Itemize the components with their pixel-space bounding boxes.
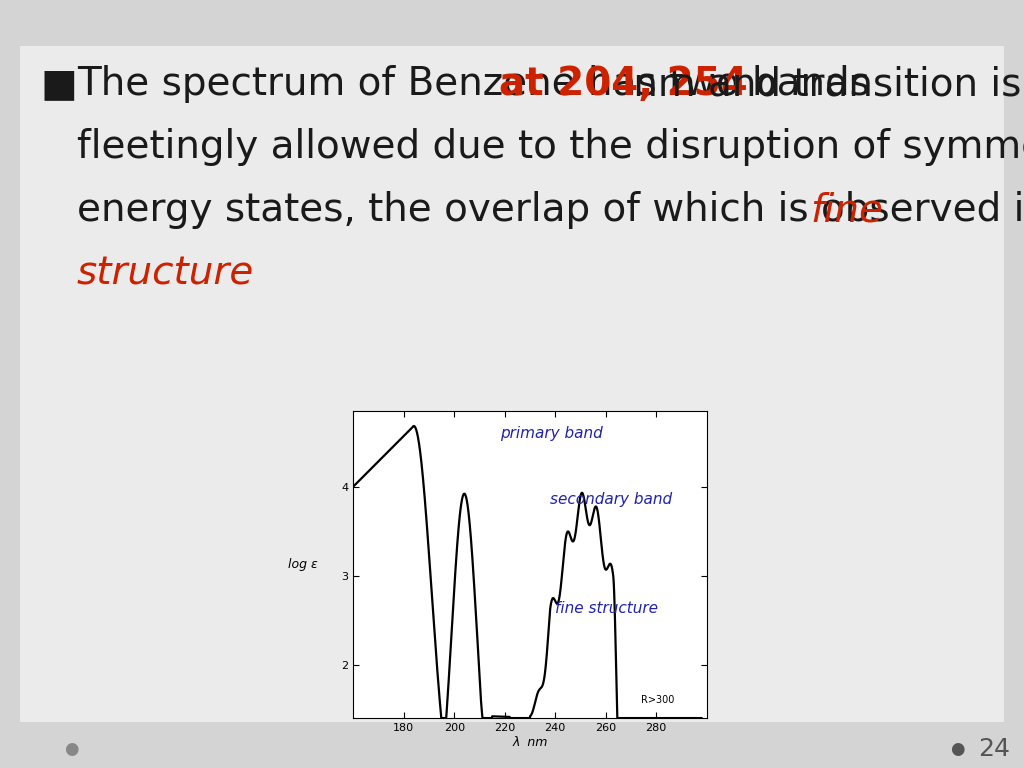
Text: ●: ●	[65, 740, 79, 758]
Text: 24: 24	[978, 737, 1010, 761]
Text: at 204, 254: at 204, 254	[499, 65, 748, 103]
Text: fleetingly allowed due to the disruption of symmetry by the vibrational: fleetingly allowed due to the disruption…	[77, 128, 1024, 166]
Text: primary band: primary band	[500, 425, 602, 441]
X-axis label: λ  nm: λ nm	[512, 736, 548, 749]
Text: ●: ●	[950, 740, 965, 758]
Y-axis label: log ε: log ε	[288, 558, 317, 571]
Text: The spectrum of Benzene has two bands: The spectrum of Benzene has two bands	[77, 65, 882, 103]
Text: nm and transition is: nm and transition is	[622, 65, 1022, 103]
Text: structure: structure	[77, 254, 254, 292]
Text: fine: fine	[810, 191, 883, 229]
Text: ■: ■	[41, 65, 78, 103]
Text: fine structure: fine structure	[555, 601, 658, 616]
Text: secondary band: secondary band	[550, 492, 672, 508]
Text: R>300: R>300	[641, 695, 675, 705]
Text: energy states, the overlap of which is observed in what is called: energy states, the overlap of which is o…	[77, 191, 1024, 229]
